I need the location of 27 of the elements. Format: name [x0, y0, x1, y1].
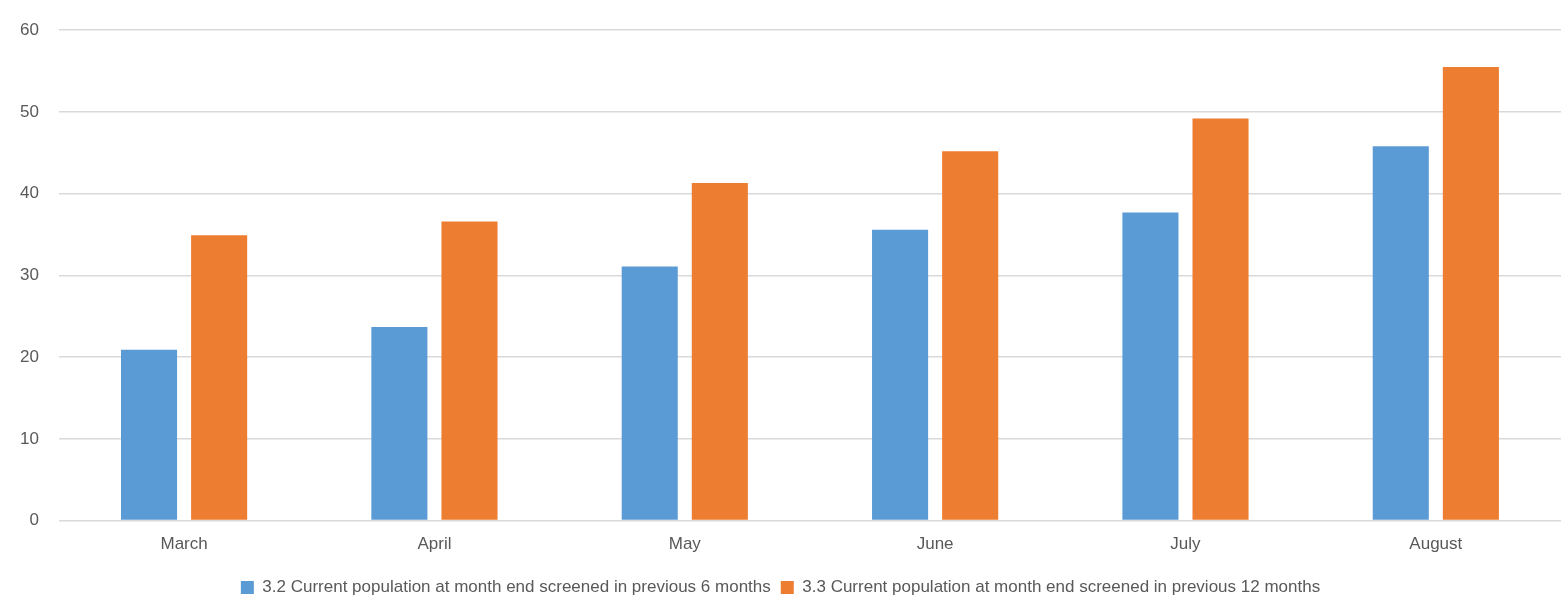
- x-tick-label: May: [668, 534, 702, 554]
- y-tick-label: 60: [19, 19, 39, 39]
- bar: [1122, 212, 1179, 520]
- bar: [1372, 146, 1429, 520]
- y-tick-label: 40: [19, 183, 39, 203]
- bar: [691, 183, 748, 520]
- bar: [872, 229, 929, 520]
- legend-label: 3.3 Current population at month end screened in previous 12 months: [802, 577, 1321, 597]
- x-tick-label: March: [160, 534, 208, 554]
- x-tick-label: July: [1170, 534, 1202, 554]
- bar: [441, 221, 498, 520]
- bar: [371, 326, 428, 520]
- y-tick-label: 0: [29, 510, 39, 530]
- x-tick-label: June: [916, 534, 954, 554]
- bar: [942, 151, 999, 520]
- bar: [191, 235, 248, 520]
- y-tick-label: 10: [19, 428, 39, 448]
- x-tick-label: April: [417, 534, 452, 554]
- bar: [121, 349, 178, 520]
- y-tick-label: 30: [19, 265, 39, 285]
- y-tick-label: 20: [19, 346, 39, 366]
- legend-label: 3.2 Current population at month end screened in previous 6 months: [262, 577, 771, 597]
- bar: [1192, 118, 1249, 520]
- y-tick-label: 50: [19, 101, 39, 121]
- bar: [621, 266, 678, 520]
- bar: [1442, 66, 1499, 520]
- x-tick-label: August: [1409, 534, 1463, 554]
